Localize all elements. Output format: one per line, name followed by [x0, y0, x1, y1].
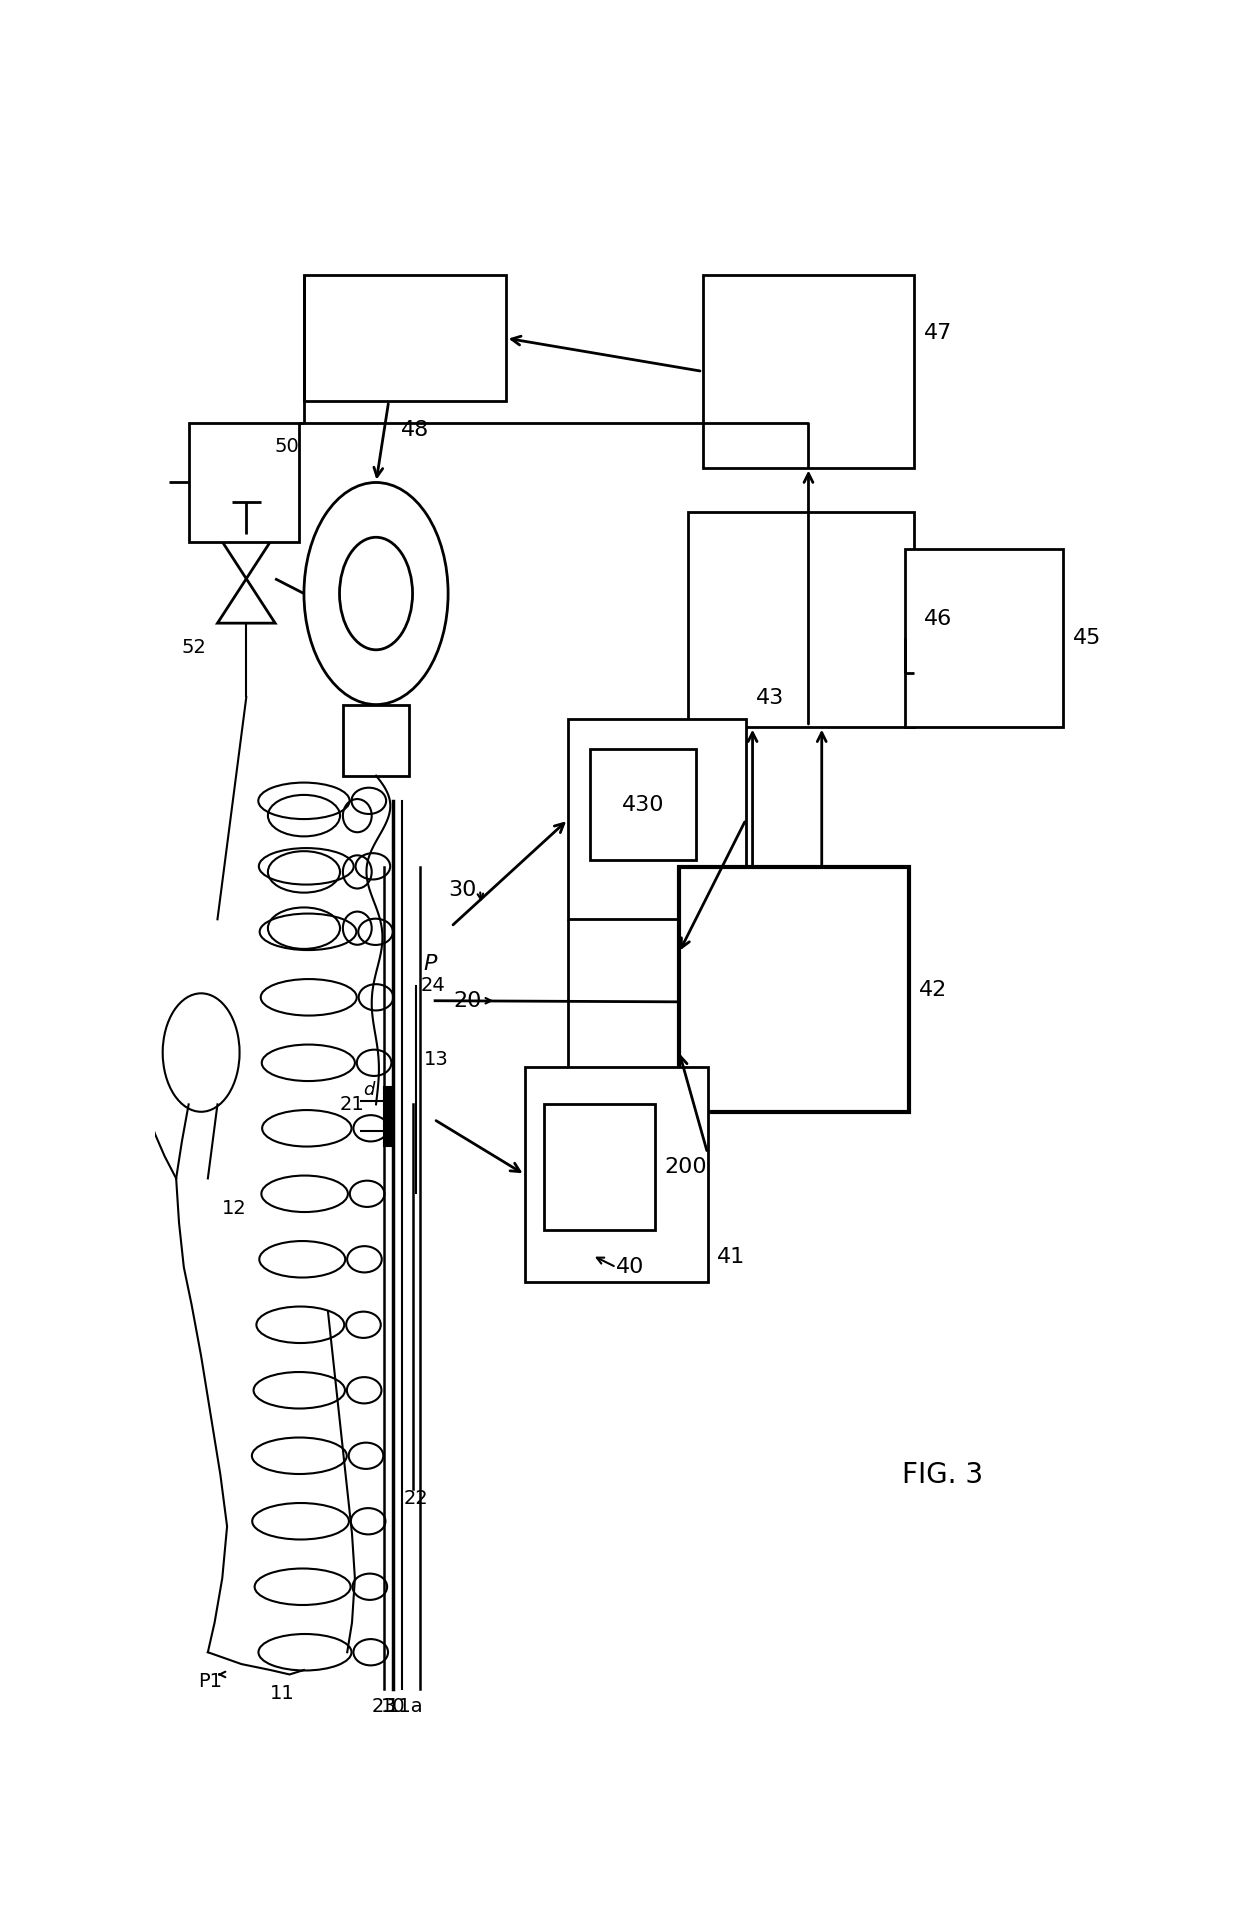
Text: 21: 21 [340, 1094, 365, 1113]
Text: 200: 200 [665, 1158, 707, 1177]
Text: 30: 30 [449, 879, 477, 900]
Text: 24: 24 [420, 977, 445, 996]
Text: 41: 41 [717, 1248, 745, 1267]
Text: 11a: 11a [387, 1696, 423, 1715]
Text: 43: 43 [755, 688, 784, 708]
Bar [590, 748, 696, 860]
Text: 42: 42 [919, 979, 947, 1000]
Text: P1: P1 [198, 1673, 222, 1692]
Bar [544, 1104, 655, 1231]
Text: 22: 22 [404, 1488, 429, 1508]
Bar [383, 1086, 393, 1146]
Text: 47: 47 [924, 323, 952, 342]
Text: 48: 48 [401, 421, 429, 440]
Text: 12: 12 [222, 1198, 247, 1217]
Text: P: P [423, 954, 436, 973]
Polygon shape [217, 579, 275, 623]
Text: 10: 10 [381, 1696, 405, 1715]
Text: 11: 11 [270, 1685, 295, 1704]
Bar [188, 423, 299, 542]
Text: FIG. 3: FIG. 3 [903, 1461, 983, 1488]
Bar [568, 719, 746, 919]
Text: 40: 40 [616, 1258, 645, 1277]
Bar [525, 1067, 708, 1283]
Polygon shape [217, 535, 275, 579]
Text: 50: 50 [274, 437, 299, 456]
Text: 23: 23 [371, 1696, 396, 1715]
Bar [688, 512, 914, 727]
Bar [343, 704, 409, 775]
Bar [678, 867, 909, 1111]
Text: d: d [363, 1081, 374, 1098]
Text: 52: 52 [181, 638, 206, 658]
Text: 20: 20 [454, 990, 481, 1011]
Text: 46: 46 [924, 610, 952, 629]
Text: 13: 13 [424, 1050, 449, 1069]
Text: 45: 45 [1073, 629, 1101, 648]
Bar [304, 275, 506, 402]
Bar [905, 550, 1063, 727]
Bar [703, 275, 914, 467]
Text: 430: 430 [622, 794, 665, 815]
